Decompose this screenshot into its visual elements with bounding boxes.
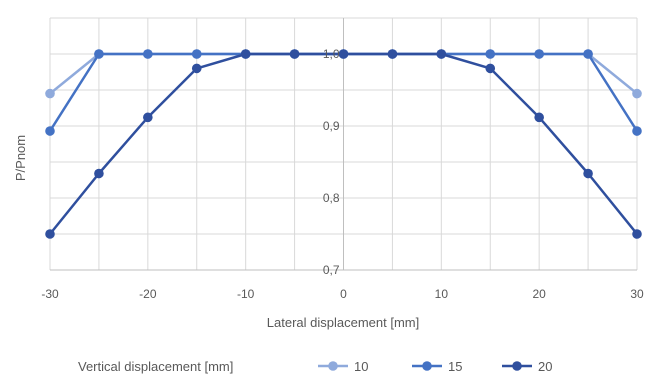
legend-marker-20: [512, 361, 522, 371]
x-tick-label: -30: [41, 287, 59, 301]
x-axis-title: Lateral displacement [mm]: [267, 315, 419, 330]
legend: Vertical displacement [mm] 10 15 20: [78, 359, 552, 374]
data-point: [583, 168, 593, 179]
data-point: [632, 229, 642, 239]
x-tick-label: 0: [340, 287, 347, 301]
data-point: [387, 49, 398, 59]
legend-label-20: 20: [538, 359, 552, 374]
data-point: [632, 126, 642, 136]
data-point: [45, 126, 55, 136]
data-point: [94, 168, 104, 179]
axes: [50, 18, 637, 271]
data-point: [143, 112, 153, 123]
y-axis-title: P/Pnom: [13, 135, 28, 181]
series-20: [45, 49, 642, 239]
data-point: [191, 49, 202, 59]
data-point: [45, 229, 55, 239]
data-point: [338, 49, 349, 59]
legend-label-10: 10: [354, 359, 368, 374]
legend-marker-15: [422, 361, 432, 371]
data-point: [583, 49, 593, 59]
data-point: [191, 63, 202, 74]
data-point: [534, 112, 544, 123]
data-point: [485, 63, 496, 74]
x-tick-label: 10: [435, 287, 449, 301]
data-point: [143, 49, 153, 59]
y-tick-label: 0,8: [323, 191, 340, 205]
y-tick-label: 1,0: [323, 47, 340, 61]
y-tick-label: 0,9: [323, 119, 340, 133]
legend-marker-10: [328, 361, 338, 371]
x-tick-label: -20: [139, 287, 157, 301]
y-tick-label: 0,7: [323, 263, 340, 277]
x-tick-label: 30: [630, 287, 644, 301]
data-point: [94, 49, 104, 59]
legend-title: Vertical displacement [mm]: [78, 359, 233, 374]
data-point: [485, 49, 496, 59]
data-point: [632, 88, 642, 99]
series-layer: [45, 49, 642, 239]
data-point: [240, 49, 251, 59]
x-tick-label: -10: [237, 287, 255, 301]
legend-label-15: 15: [448, 359, 462, 374]
data-point: [534, 49, 544, 59]
x-tick-label: 20: [532, 287, 546, 301]
data-point: [45, 88, 55, 99]
data-point: [436, 49, 447, 59]
tick-labels: -30 -20 -10 0 10 20 30 0,7 0,8 0,9 1,0: [41, 47, 644, 301]
data-point: [289, 49, 300, 59]
